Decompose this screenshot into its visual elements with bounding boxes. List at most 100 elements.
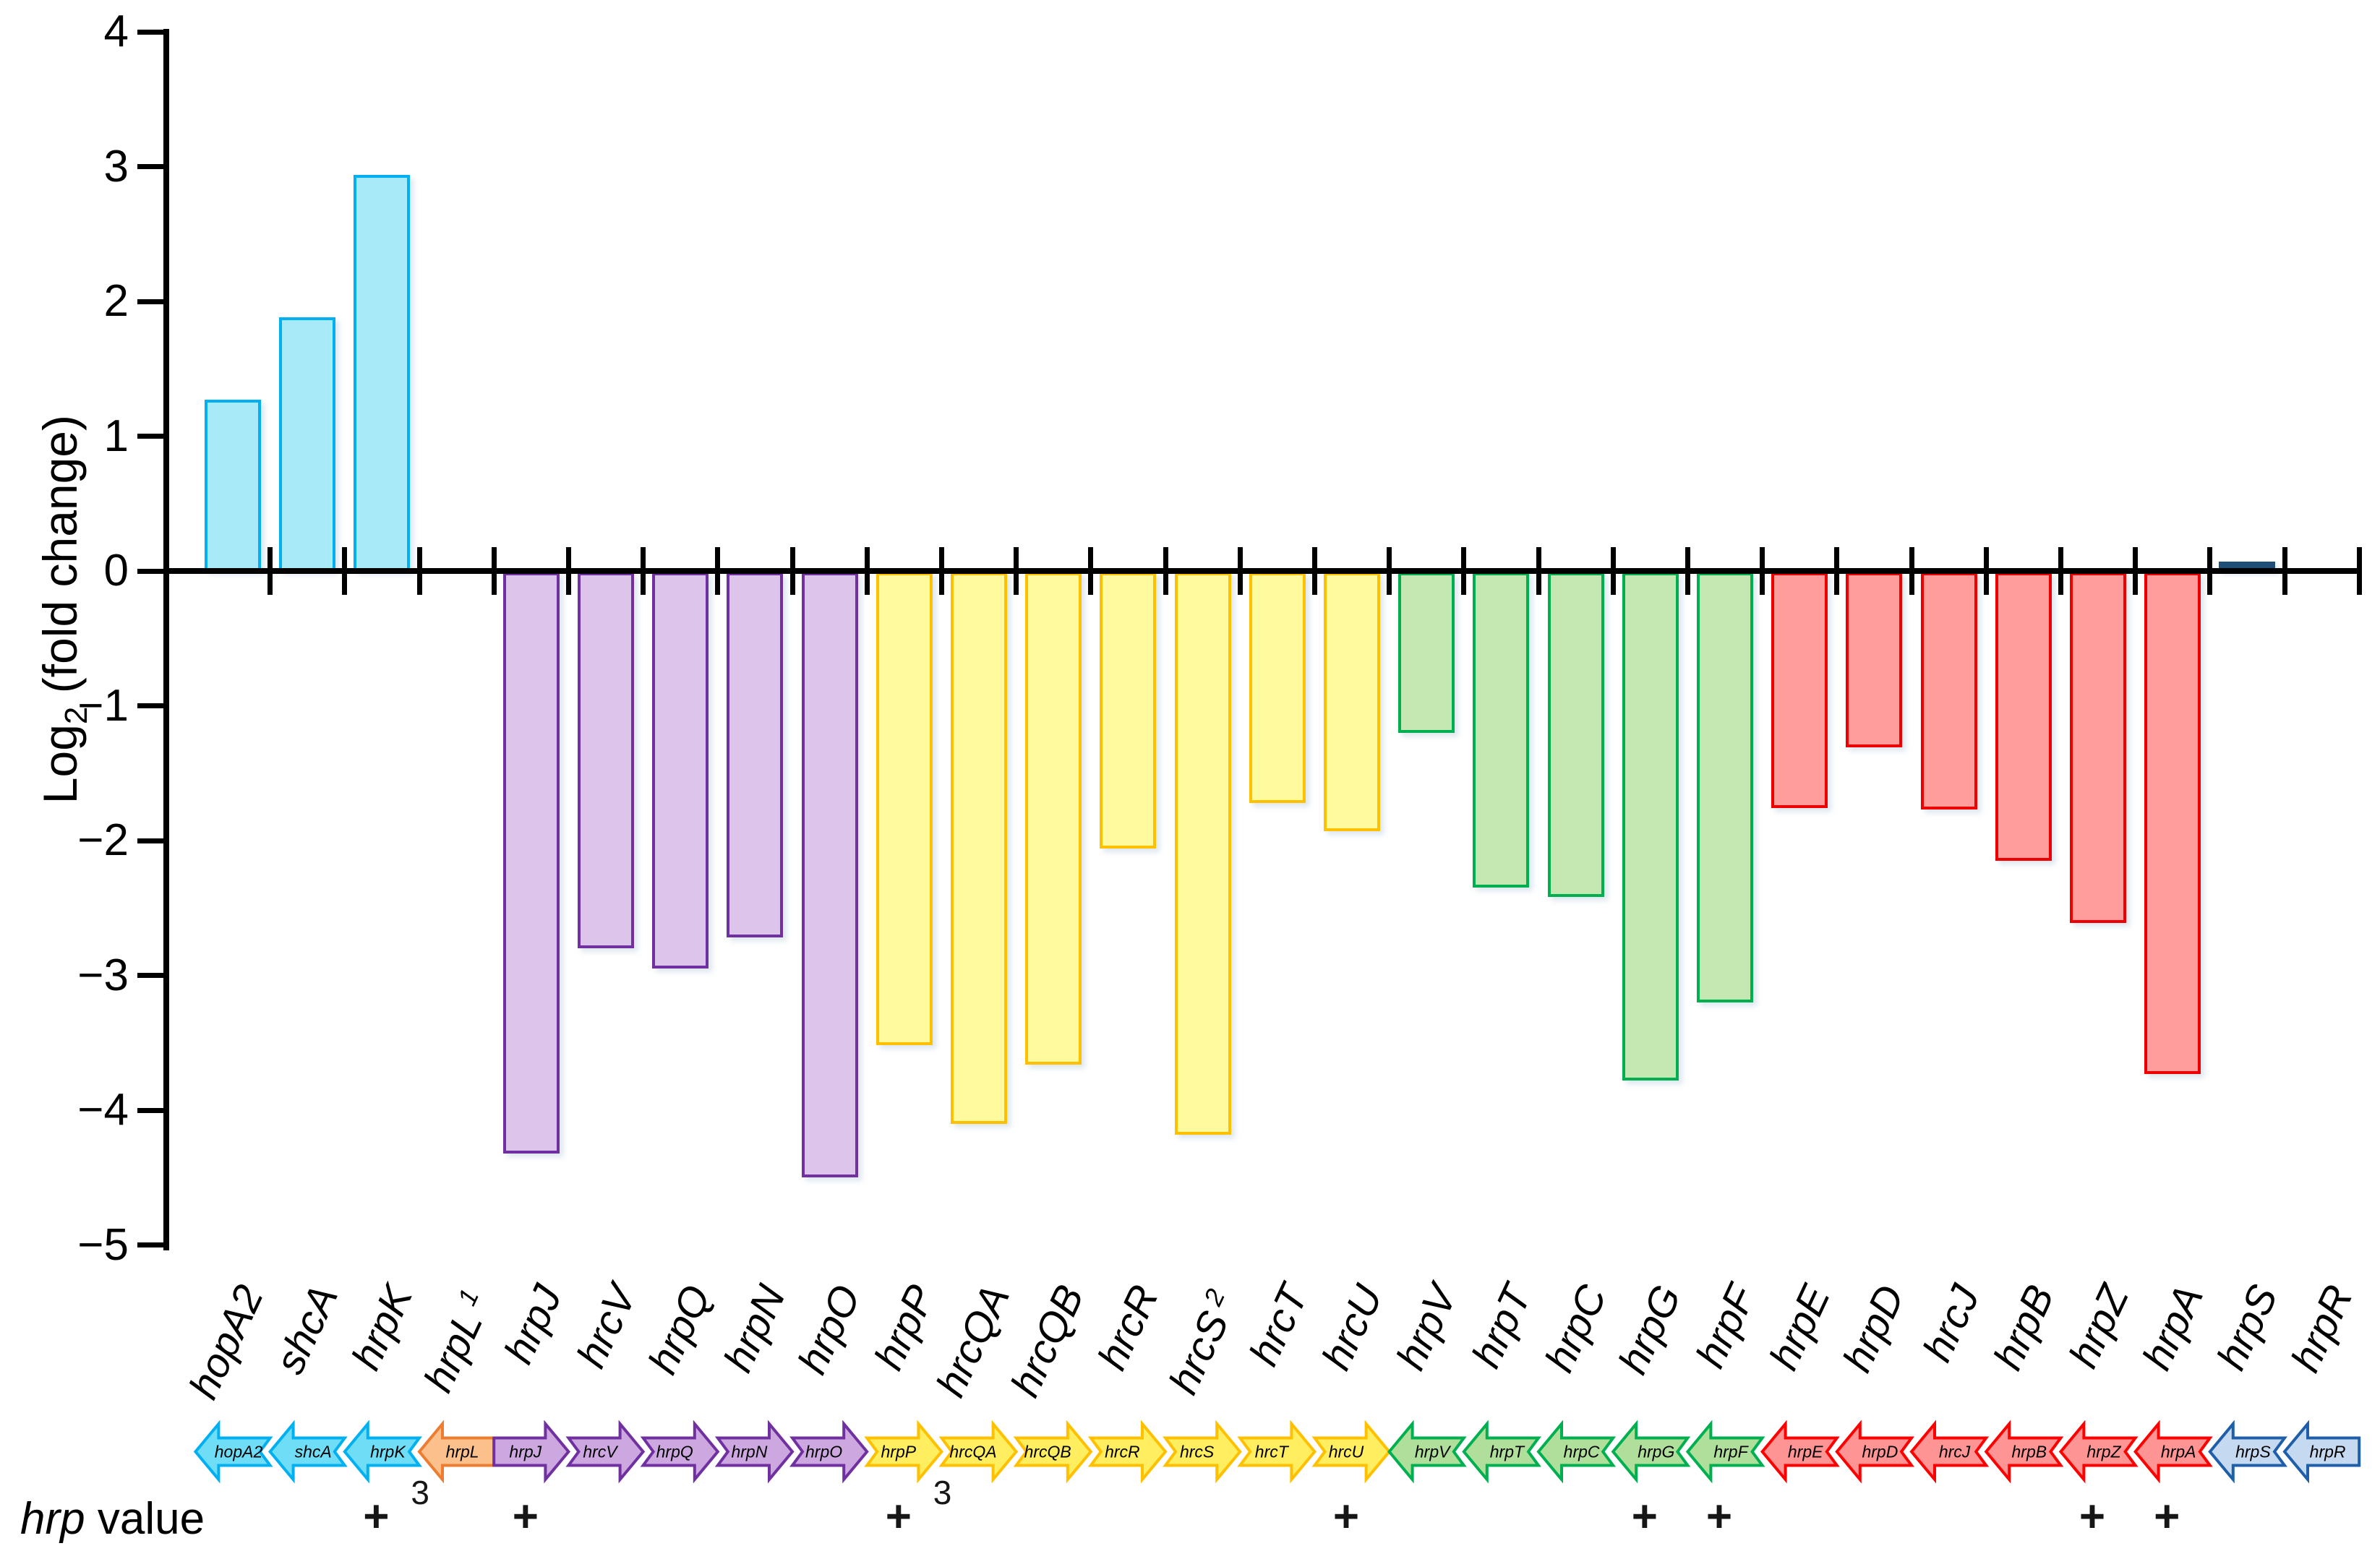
bar-shcA bbox=[279, 317, 336, 571]
y-axis-tick bbox=[137, 1242, 166, 1247]
y-axis-tick bbox=[137, 838, 166, 843]
gene-arrow-hrpD bbox=[1835, 1420, 1914, 1484]
bar-hrpP bbox=[876, 572, 933, 1046]
y-tick-label: −2 bbox=[77, 815, 129, 865]
x-axis-line bbox=[163, 568, 2362, 574]
hrp-positive-marker-hrpP: + bbox=[885, 1492, 912, 1542]
gene-arrow-hrpK bbox=[343, 1420, 422, 1484]
x-axis-tick bbox=[2058, 547, 2063, 595]
gene-arrow-label-hrpF: hrpF bbox=[1713, 1443, 1749, 1461]
gene-arrow-label-hrpS: hrpS bbox=[2235, 1443, 2271, 1461]
gene-arrow-hrpT bbox=[1462, 1420, 1541, 1484]
y-axis-tick bbox=[137, 299, 166, 304]
x-axis-tick bbox=[715, 547, 721, 595]
gene-arrow-label-hrpD: hrpD bbox=[1862, 1443, 1898, 1461]
y-axis-line bbox=[163, 29, 169, 1250]
gene-arrow-label-hrpN: hrpN bbox=[731, 1443, 767, 1461]
gene-arrow-hrpP bbox=[864, 1420, 944, 1484]
y-tick-label: −3 bbox=[77, 950, 129, 1000]
y-tick-label: 0 bbox=[103, 546, 129, 596]
hrp-positive-superscript-hrpP: 3 bbox=[933, 1474, 952, 1511]
hrp-positive-marker-hrpJ: + bbox=[512, 1492, 539, 1542]
gene-arrow-hrpA bbox=[2133, 1420, 2213, 1484]
x-axis-tick bbox=[491, 547, 497, 595]
gene-arrow-hrpR bbox=[2282, 1420, 2361, 1484]
gene-arrow-hrpN bbox=[714, 1420, 795, 1484]
gene-arrow-label-hrpQ: hrpQ bbox=[656, 1443, 693, 1461]
gene-arrow-label-hrcS: hrcS bbox=[1180, 1443, 1215, 1461]
x-axis-tick bbox=[2207, 547, 2213, 595]
gene-arrow-label-hrcJ: hrcJ bbox=[1939, 1443, 1971, 1461]
bar-hrcS bbox=[1174, 572, 1231, 1135]
bar-hrpF bbox=[1697, 572, 1753, 1002]
hrp-positive-superscript-hrpK: 3 bbox=[411, 1474, 429, 1511]
x-axis-tick bbox=[2133, 547, 2139, 595]
y-tick-label: 3 bbox=[103, 141, 129, 192]
gene-arrow-label-hrpR: hrpR bbox=[2310, 1443, 2346, 1461]
gene-arrow-label-hrcU: hrcU bbox=[1329, 1443, 1364, 1461]
x-axis-tick bbox=[1610, 547, 1616, 595]
y-axis-tick bbox=[137, 973, 166, 978]
bar-hrpB bbox=[1995, 572, 2052, 861]
gene-arrow-label-hrpE: hrpE bbox=[1788, 1443, 1823, 1461]
x-axis-tick bbox=[1014, 547, 1019, 595]
gene-arrow-hrcQB bbox=[1013, 1420, 1093, 1484]
gene-arrow-hopA2 bbox=[193, 1420, 273, 1484]
gene-arrow-label-hrpJ: hrpJ bbox=[509, 1443, 542, 1461]
y-axis-tick bbox=[137, 568, 166, 574]
x-axis-tick bbox=[1088, 547, 1094, 595]
bar-hrpA bbox=[2144, 572, 2201, 1074]
bar-hrcT bbox=[1249, 572, 1306, 803]
gene-arrow-label-hrcR: hrcR bbox=[1105, 1443, 1140, 1461]
bar-hopA2 bbox=[205, 400, 261, 571]
y-axis-title-text: Log bbox=[33, 724, 87, 804]
gene-arrow-hrcU bbox=[1311, 1420, 1392, 1484]
gene-arrow-hrpZ bbox=[2058, 1420, 2139, 1484]
hrp-positive-marker-hrpG: + bbox=[1631, 1492, 1658, 1542]
bar-hrpD bbox=[1846, 572, 1903, 748]
gene-arrow-label-hrpA: hrpA bbox=[2161, 1443, 2196, 1461]
hrp-positive-marker-hrpF: + bbox=[1705, 1492, 1733, 1542]
x-axis-tick bbox=[1237, 547, 1243, 595]
bar-hrpT bbox=[1473, 572, 1530, 888]
gene-arrow-hrpC bbox=[1536, 1420, 1617, 1484]
y-tick-label: −1 bbox=[77, 680, 129, 731]
gene-arrow-hrpQ bbox=[640, 1420, 720, 1484]
gene-arrow-hrpO bbox=[789, 1420, 869, 1484]
gene-arrow-hrcQA bbox=[938, 1420, 1019, 1484]
y-tick-label: −5 bbox=[77, 1219, 129, 1270]
x-axis-end-tick bbox=[2357, 547, 2362, 595]
y-axis-tick bbox=[137, 1107, 166, 1113]
hrp-value-label-rest: value bbox=[85, 1494, 205, 1544]
gene-arrow-hrpG bbox=[1611, 1420, 1691, 1484]
bar-hrpO bbox=[801, 572, 858, 1178]
gene-arrow-hrpJ bbox=[492, 1420, 571, 1484]
x-axis-tick bbox=[1909, 547, 1914, 595]
x-axis-tick bbox=[1760, 547, 1765, 595]
x-axis-tick bbox=[1536, 547, 1541, 595]
gene-arrow-hrcT bbox=[1237, 1420, 1317, 1484]
gene-arrow-label-hrpK: hrpK bbox=[370, 1443, 406, 1461]
gene-arrow-hrcS bbox=[1163, 1420, 1242, 1484]
gene-arrow-label-hrpB: hrpB bbox=[2012, 1443, 2047, 1461]
gene-arrow-hrpB bbox=[1984, 1420, 2064, 1484]
gene-arrow-hrpV bbox=[1387, 1420, 1467, 1484]
x-axis-tick bbox=[864, 547, 870, 595]
gene-arrow-label-hrpT: hrpT bbox=[1490, 1443, 1525, 1461]
gene-arrow-label-hopA2: hopA2 bbox=[215, 1443, 263, 1461]
gene-arrow-hrcJ bbox=[1909, 1420, 1990, 1484]
gene-arrow-hrcR bbox=[1087, 1420, 1168, 1484]
hrp-positive-marker-hrpK: + bbox=[363, 1492, 390, 1542]
x-axis-tick bbox=[1461, 547, 1467, 595]
gene-arrow-label-hrpV: hrpV bbox=[1415, 1443, 1452, 1461]
bar-hrcJ bbox=[1920, 572, 1977, 810]
gene-arrow-shcA bbox=[267, 1420, 348, 1484]
gene-arrow-label-hrcT: hrcT bbox=[1255, 1443, 1290, 1461]
y-tick-label: 1 bbox=[103, 411, 129, 461]
hrp-positive-marker-hrcU: + bbox=[1332, 1492, 1360, 1542]
bar-hrpK bbox=[354, 174, 411, 571]
y-tick-label: 2 bbox=[103, 276, 129, 326]
bar-hrpZ bbox=[2070, 572, 2126, 923]
gene-arrow-label-hrpZ: hrpZ bbox=[2086, 1443, 2121, 1461]
x-axis-tick bbox=[641, 547, 646, 595]
